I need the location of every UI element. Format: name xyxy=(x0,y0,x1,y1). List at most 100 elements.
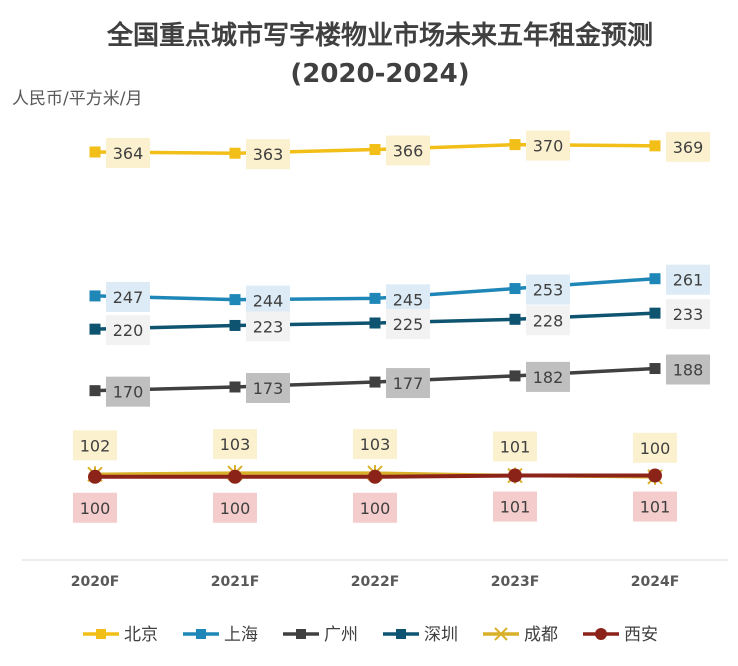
x-tick-label-1: 2020F xyxy=(71,574,120,590)
svg-text:223: 223 xyxy=(253,317,284,336)
svg-text:103: 103 xyxy=(220,435,251,454)
svg-text:253: 253 xyxy=(533,281,564,300)
svg-text:170: 170 xyxy=(113,383,144,402)
series-4-marker-4 xyxy=(509,313,521,325)
series-1-data-label-5: 369 xyxy=(666,131,710,162)
series-5-data-label-4: 101 xyxy=(493,431,537,462)
series-4-data-label-5: 233 xyxy=(666,299,710,330)
svg-text:247: 247 xyxy=(113,288,144,307)
svg-text:225: 225 xyxy=(393,315,424,334)
series-6-data-label-2: 100 xyxy=(213,492,257,523)
series-2-marker-2 xyxy=(229,294,241,306)
svg-text:103: 103 xyxy=(360,435,391,454)
legend-item-6: 西安 xyxy=(583,625,658,645)
series-6-marker-1 xyxy=(88,469,102,484)
svg-text:177: 177 xyxy=(393,374,424,393)
series-4-data-label-2: 223 xyxy=(246,311,290,342)
legend-label-6: 西安 xyxy=(624,625,658,645)
series-6-marker-2 xyxy=(228,469,242,484)
series-2-data-label-4: 253 xyxy=(526,274,570,305)
series-3-data-label-1: 170 xyxy=(106,376,150,407)
svg-text:100: 100 xyxy=(640,439,671,458)
legend-label-3: 广州 xyxy=(324,625,358,645)
svg-text:233: 233 xyxy=(673,305,704,324)
series-6-marker-4 xyxy=(508,468,522,483)
series-4-marker-2 xyxy=(229,319,241,331)
svg-text:182: 182 xyxy=(533,368,564,387)
series-markers xyxy=(87,139,663,485)
svg-text:100: 100 xyxy=(80,499,111,518)
data-labels: 364 363 366 370 369 247 244 245 253 261 170 173 177 1… xyxy=(73,130,710,523)
series-3-marker-4 xyxy=(509,370,521,382)
svg-text:261: 261 xyxy=(673,271,704,290)
chart-title-line1: 全国重点城市写字楼物业市场未来五年租金预测 xyxy=(106,20,653,51)
series-5-data-label-2: 103 xyxy=(213,429,257,460)
series-5-data-label-1: 102 xyxy=(73,430,117,461)
series-4-marker-3 xyxy=(369,317,381,329)
svg-text:363: 363 xyxy=(253,145,284,164)
legend-item-2: 上海 xyxy=(183,625,258,645)
series-1-marker-5 xyxy=(649,140,661,152)
svg-text:173: 173 xyxy=(253,379,284,398)
svg-text:245: 245 xyxy=(393,290,424,309)
series-6-data-label-5: 101 xyxy=(633,491,677,522)
legend-label-1: 北京 xyxy=(124,625,158,645)
series-1-marker-3 xyxy=(369,144,381,156)
series-3-marker-5 xyxy=(649,363,661,375)
x-tick-label-5: 2024F xyxy=(631,574,680,590)
legend-label-5: 成都 xyxy=(524,625,558,645)
series-6-data-label-3: 100 xyxy=(353,492,397,523)
series-6-data-label-4: 101 xyxy=(493,491,537,522)
legend-item-5: 成都 xyxy=(483,625,558,645)
x-tick-label-4: 2023F xyxy=(491,574,540,590)
series-4-marker-1 xyxy=(89,323,101,335)
series-5-data-label-5: 100 xyxy=(633,432,677,463)
svg-text:100: 100 xyxy=(220,499,251,518)
svg-text:366: 366 xyxy=(393,142,424,161)
series-1-marker-4 xyxy=(509,139,521,151)
legend-label-4: 深圳 xyxy=(424,625,458,645)
series-3-marker-2 xyxy=(229,381,241,393)
series-1-data-label-1: 364 xyxy=(106,137,150,168)
svg-text:188: 188 xyxy=(673,361,704,380)
svg-text:369: 369 xyxy=(673,138,704,157)
series-3-data-label-2: 173 xyxy=(246,372,290,403)
series-4-data-label-4: 228 xyxy=(526,305,570,336)
series-1-data-label-3: 366 xyxy=(386,135,430,166)
series-4-data-label-3: 225 xyxy=(386,309,430,339)
series-1-marker-2 xyxy=(229,147,241,159)
legend-label-2: 上海 xyxy=(224,625,258,645)
series-2-marker-5 xyxy=(649,273,661,285)
legend: 北京 上海 广州 深圳 成都 西安 xyxy=(83,625,658,645)
series-5-data-label-3: 103 xyxy=(353,429,397,460)
svg-text:220: 220 xyxy=(113,321,144,340)
series-2-data-label-5: 261 xyxy=(666,264,710,295)
series-4-data-label-1: 220 xyxy=(106,315,150,346)
series-3-data-label-3: 177 xyxy=(386,368,430,399)
svg-text:100: 100 xyxy=(360,499,391,518)
chart-title-line2: (2020-2024) xyxy=(290,59,469,89)
svg-text:101: 101 xyxy=(500,498,531,517)
series-1-marker-1 xyxy=(89,146,101,158)
series-3-marker-1 xyxy=(89,385,101,397)
legend-item-4: 深圳 xyxy=(383,625,458,645)
svg-text:102: 102 xyxy=(80,436,111,455)
series-lines xyxy=(93,142,657,479)
legend-item-3: 广州 xyxy=(283,625,358,645)
svg-text:244: 244 xyxy=(253,292,284,311)
series-3-data-label-5: 188 xyxy=(666,354,710,385)
series-4-marker-5 xyxy=(649,307,661,319)
series-3-marker-3 xyxy=(369,376,381,388)
series-6-data-label-1: 100 xyxy=(73,492,117,523)
series-2-marker-3 xyxy=(369,292,381,304)
x-tick-label-2: 2021F xyxy=(211,574,260,590)
series-2-data-label-2: 244 xyxy=(246,285,290,316)
x-tick-label-3: 2022F xyxy=(351,574,400,590)
svg-text:228: 228 xyxy=(533,311,564,330)
series-2-data-label-1: 247 xyxy=(106,281,150,312)
series-1-data-label-4: 370 xyxy=(526,130,570,161)
x-tick-labels: 2020F 2021F 2022F 2023F 2024F xyxy=(71,574,680,590)
series-6-marker-5 xyxy=(648,468,662,483)
y-unit-label: 人民币/平方米/月 xyxy=(12,89,142,109)
